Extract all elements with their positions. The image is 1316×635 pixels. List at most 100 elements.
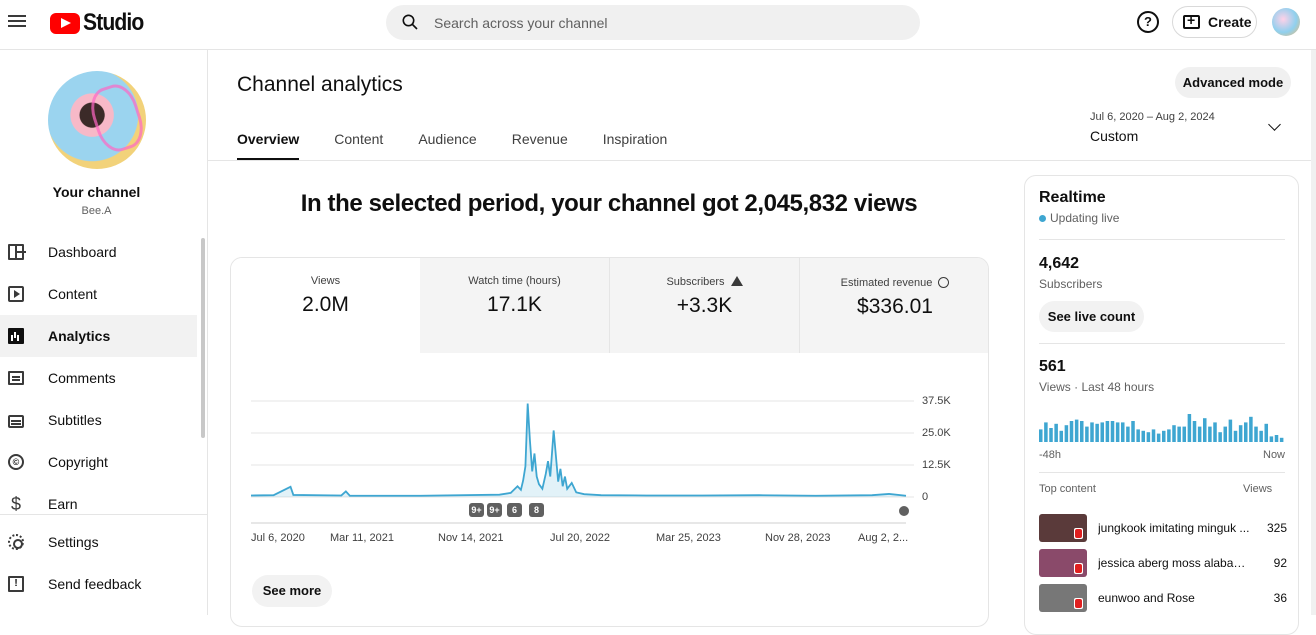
video-thumbnail (1039, 549, 1087, 577)
see-more-button[interactable]: See more (252, 575, 332, 607)
sidebar-scrollbar[interactable] (201, 238, 205, 438)
sidebar-item-label: Analytics (48, 328, 111, 344)
sidebar-item-content[interactable]: Content (0, 273, 197, 315)
realtime-bar (1177, 426, 1181, 442)
chart-event-marker[interactable]: 6 (507, 503, 522, 517)
sidebar-item-send-feedback[interactable]: ! Send feedback (0, 563, 197, 605)
live-label: Updating live (1050, 211, 1120, 225)
sidebar-item-earn[interactable]: $ Earn (0, 483, 197, 525)
tab-content[interactable]: Content (334, 131, 384, 147)
realtime-bar (1126, 426, 1130, 442)
tab-revenue[interactable]: Revenue (511, 131, 568, 147)
menu-icon[interactable] (8, 12, 28, 32)
search-input[interactable] (434, 5, 904, 40)
metric-views[interactable]: Views 2.0M (231, 258, 421, 353)
create-video-icon (1183, 12, 1200, 29)
sidebar-item-dashboard[interactable]: Dashboard (0, 231, 197, 273)
chart-x-tick: Mar 25, 2023 (656, 532, 721, 544)
realtime-bar (1254, 426, 1258, 442)
top-content-row[interactable]: jessica aberg moss alabam... 92 (1039, 548, 1287, 578)
channel-avatar[interactable] (48, 71, 146, 169)
realtime-bar (1074, 419, 1079, 442)
analytics-tabs: Overview Content Audience Revenue Inspir… (237, 131, 702, 161)
divider (1039, 239, 1285, 240)
realtime-bar (1131, 421, 1135, 442)
realtime-bar (1141, 430, 1146, 442)
refresh-icon (899, 506, 909, 516)
analytics-icon (8, 328, 24, 344)
sidebar-item-settings[interactable]: Settings (0, 521, 197, 563)
top-content-row[interactable]: jungkook imitating minguk ... 325 (1039, 513, 1287, 543)
realtime-bar (1223, 426, 1228, 442)
realtime-bar (1059, 430, 1064, 442)
account-avatar[interactable] (1272, 8, 1300, 36)
chart-y-tick: 12.5K (922, 459, 951, 471)
realtime-bar (1110, 421, 1115, 442)
sidebar-item-label: Settings (48, 534, 99, 550)
chart-series-line (250, 403, 907, 497)
studio-logo[interactable]: Studio (50, 9, 152, 37)
realtime-axis-end: Now (1263, 449, 1286, 461)
chart-event-marker[interactable]: 9+ (469, 503, 484, 517)
date-range[interactable]: Jul 6, 2020 – Aug 2, 2024 (1090, 111, 1215, 123)
create-label: Create (1208, 14, 1252, 30)
realtime-bar (1064, 425, 1069, 442)
realtime-bar (1197, 426, 1202, 442)
search-icon[interactable] (402, 14, 418, 30)
chart-y-tick: 0 (922, 491, 929, 503)
page-scrollbar[interactable] (1311, 50, 1316, 615)
tab-overview[interactable]: Overview (237, 131, 300, 161)
realtime-bar (1233, 430, 1238, 442)
chart-x-tick: Aug 2, 2... (858, 532, 909, 544)
realtime-bar (1228, 419, 1233, 442)
metric-value: $336.01 (857, 295, 933, 318)
chart-event-marker[interactable]: 9+ (487, 503, 502, 517)
top-content-row[interactable]: eunwoo and Rose 36 (1039, 583, 1287, 613)
realtime-bar (1115, 422, 1120, 442)
realtime-bar (1182, 426, 1187, 442)
realtime-bar (1156, 433, 1161, 442)
settings-icon (8, 534, 24, 550)
advanced-mode-button[interactable]: Advanced mode (1175, 67, 1291, 98)
dashboard-icon (8, 244, 26, 260)
date-mode[interactable]: Custom (1090, 128, 1139, 144)
chart-x-tick: Mar 11, 2021 (330, 532, 395, 544)
realtime-bar (1090, 422, 1094, 442)
realtime-bar (1238, 425, 1243, 442)
realtime-bar (1105, 421, 1110, 442)
chevron-down-icon[interactable] (1268, 118, 1281, 131)
video-views: 36 (1273, 591, 1287, 605)
metric-label: Subscribers (610, 275, 799, 288)
realtime-bar-chart[interactable] (1039, 404, 1285, 442)
views-chart[interactable] (230, 380, 920, 530)
create-button[interactable]: Create (1172, 6, 1257, 38)
your-channel-label: Your channel (52, 184, 141, 200)
realtime-bar (1172, 425, 1176, 442)
realtime-views-value: 561 (1039, 358, 1066, 375)
realtime-bar (1213, 422, 1217, 442)
tab-audience[interactable]: Audience (418, 131, 477, 147)
sidebar-item-subtitles[interactable]: Subtitles (0, 399, 197, 441)
overview-card: Views 2.0M Watch time (hours) 17.1K Subs… (230, 257, 989, 627)
realtime-bar (1080, 421, 1084, 442)
see-live-count-button[interactable]: See live count (1039, 301, 1144, 332)
realtime-bar (1069, 421, 1074, 442)
live-indicator: Updating live (1039, 211, 1119, 225)
realtime-bar (1049, 428, 1053, 442)
clock-icon[interactable] (938, 277, 950, 288)
metric-revenue[interactable]: Estimated revenue $336.01 (800, 258, 988, 353)
metric-subscribers[interactable]: Subscribers +3.3K (610, 258, 800, 353)
sidebar-item-analytics[interactable]: Analytics (0, 315, 197, 357)
sidebar-item-copyright[interactable]: © Copyright (0, 441, 197, 483)
realtime-bar (1274, 435, 1279, 442)
chart-event-marker[interactable]: 8 (529, 503, 544, 517)
top-content-views-label: Views (1243, 483, 1273, 495)
warning-icon[interactable] (730, 276, 743, 286)
realtime-bar (1259, 430, 1263, 442)
help-icon[interactable]: ? (1137, 11, 1159, 33)
sidebar-item-comments[interactable]: Comments (0, 357, 197, 399)
sidebar-item-label: Comments (48, 370, 116, 386)
tab-inspiration[interactable]: Inspiration (602, 131, 668, 147)
metric-watch-time[interactable]: Watch time (hours) 17.1K (420, 258, 610, 353)
realtime-bar (1085, 426, 1089, 442)
